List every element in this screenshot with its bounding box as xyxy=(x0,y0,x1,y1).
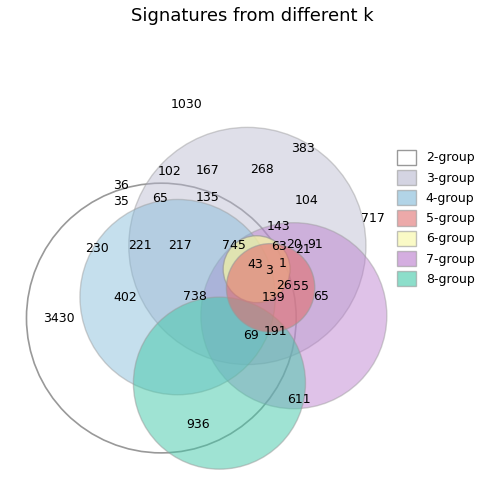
Legend: 2-group, 3-group, 4-group, 5-group, 6-group, 7-group, 8-group: 2-group, 3-group, 4-group, 5-group, 6-gr… xyxy=(393,146,478,290)
Ellipse shape xyxy=(201,223,387,409)
Text: 745: 745 xyxy=(222,238,246,251)
Text: 104: 104 xyxy=(295,194,319,207)
Text: 102: 102 xyxy=(157,165,181,178)
Text: 383: 383 xyxy=(291,142,315,155)
Text: 1: 1 xyxy=(278,257,286,270)
Text: 35: 35 xyxy=(113,195,129,208)
Text: 402: 402 xyxy=(113,291,138,303)
Text: 20: 20 xyxy=(286,237,302,250)
Text: 936: 936 xyxy=(186,418,210,431)
Text: 63: 63 xyxy=(271,240,287,254)
Text: 69: 69 xyxy=(243,329,259,342)
Text: 43: 43 xyxy=(247,258,263,271)
Text: 611: 611 xyxy=(287,393,310,406)
Text: 221: 221 xyxy=(128,239,151,253)
Text: 65: 65 xyxy=(313,290,329,303)
Text: 26: 26 xyxy=(276,279,291,292)
Text: 65: 65 xyxy=(152,192,168,205)
Title: Signatures from different k: Signatures from different k xyxy=(131,7,373,25)
Ellipse shape xyxy=(129,128,366,364)
Text: 167: 167 xyxy=(196,164,220,177)
Text: 268: 268 xyxy=(250,163,274,176)
Text: 3430: 3430 xyxy=(43,311,75,325)
Ellipse shape xyxy=(223,236,290,303)
Ellipse shape xyxy=(226,243,315,332)
Text: 91: 91 xyxy=(307,237,323,250)
Text: 21: 21 xyxy=(295,243,311,256)
Text: 143: 143 xyxy=(267,220,291,233)
Text: 191: 191 xyxy=(264,326,287,339)
Text: 717: 717 xyxy=(361,212,385,225)
Text: 139: 139 xyxy=(262,291,286,303)
Text: 55: 55 xyxy=(293,280,309,293)
Text: 36: 36 xyxy=(113,179,129,192)
Text: 230: 230 xyxy=(85,242,108,255)
Text: 3: 3 xyxy=(265,264,273,277)
Ellipse shape xyxy=(134,297,305,469)
Text: 738: 738 xyxy=(183,290,207,303)
Text: 1030: 1030 xyxy=(171,98,203,111)
Text: 135: 135 xyxy=(196,191,220,204)
Ellipse shape xyxy=(80,200,275,395)
Text: 217: 217 xyxy=(168,239,192,253)
